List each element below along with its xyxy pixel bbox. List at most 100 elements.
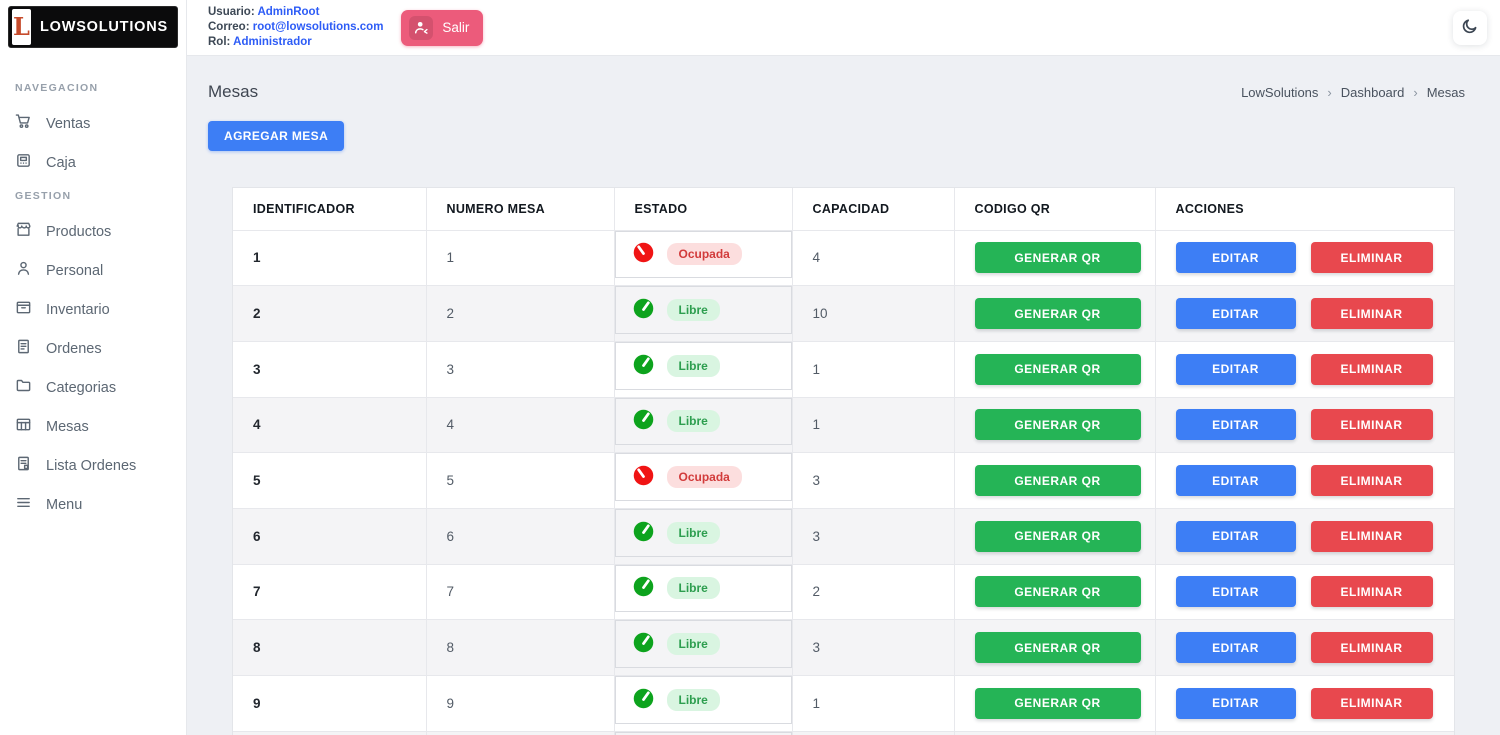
actions-cell: EDITAR ELIMINAR: [1175, 298, 1455, 330]
eliminar-button[interactable]: ELIMINAR: [1310, 298, 1433, 330]
user-info: Usuario: AdminRoot Correo: root@lowsolut…: [208, 5, 383, 50]
table-row: 3 3 Libre 1 GENERAR QR EDITAR ELIMINAR: [233, 340, 1454, 398]
brand-logo[interactable]: L LOWSOLUTIONS: [8, 6, 178, 48]
estado-badge: Libre: [666, 688, 720, 711]
sidebar-item-mesas[interactable]: Mesas: [0, 407, 186, 446]
eliminar-button[interactable]: ELIMINAR: [1310, 687, 1433, 719]
eliminar-button[interactable]: ELIMINAR: [1310, 576, 1433, 608]
eliminar-button[interactable]: ELIMINAR: [1310, 520, 1433, 552]
sidebar-item-lista-ordenes[interactable]: Lista Ordenes: [0, 446, 186, 485]
estado-clock-icon: [633, 298, 654, 322]
actions-cell: EDITAR ELIMINAR: [1175, 242, 1455, 274]
dark-mode-toggle[interactable]: [1453, 10, 1487, 45]
add-mesa-button[interactable]: AGREGAR MESA: [208, 121, 345, 151]
cell-estado: Ocupada: [613, 229, 793, 287]
store-icon: [15, 221, 32, 242]
cell-numero-mesa: 1: [425, 229, 615, 287]
generar-qr-button[interactable]: GENERAR QR: [974, 576, 1141, 608]
breadcrumb-item-lowsolutions[interactable]: LowSolutions: [1241, 84, 1319, 100]
generar-qr-button[interactable]: GENERAR QR: [974, 520, 1141, 552]
sidebar-item-label: Caja: [46, 154, 76, 171]
generar-qr-button[interactable]: GENERAR QR: [974, 242, 1141, 274]
editar-button[interactable]: EDITAR: [1175, 353, 1296, 385]
estado-box: Libre: [614, 397, 792, 446]
cell-capacidad: 1: [791, 396, 955, 454]
generar-qr-button[interactable]: GENERAR QR: [974, 465, 1141, 497]
sidebar-item-ordenes[interactable]: Ordenes: [0, 329, 186, 368]
editar-button[interactable]: EDITAR: [1175, 520, 1296, 552]
user-email-link[interactable]: root@lowsolutions.com: [252, 21, 384, 33]
cell-acciones: EDITAR ELIMINAR: [1154, 452, 1454, 509]
editar-button[interactable]: EDITAR: [1175, 632, 1296, 664]
sidebar-item-menu[interactable]: Menu: [0, 485, 186, 524]
generar-qr-button[interactable]: GENERAR QR: [974, 632, 1141, 664]
table-row: 4 4 Libre 1 GENERAR QR EDITAR ELIMINAR: [233, 396, 1454, 454]
editar-button[interactable]: EDITAR: [1175, 576, 1296, 608]
table-row: 8 8 Libre 3 GENERAR QR EDITAR ELIMINAR: [233, 619, 1454, 676]
sidebar-item-inventario[interactable]: Inventario: [0, 290, 186, 329]
breadcrumb-item-mesas[interactable]: Mesas: [1426, 84, 1465, 100]
cell-capacidad: 3: [791, 452, 955, 509]
sidebar-item-personal[interactable]: Personal: [0, 251, 186, 290]
column-header-codigo-qr: CODIGO QR: [953, 188, 1156, 231]
user-info-rol: Rol: Administrador: [208, 36, 312, 48]
editar-button[interactable]: EDITAR: [1175, 298, 1296, 330]
eliminar-button[interactable]: ELIMINAR: [1310, 409, 1433, 441]
generar-qr-button[interactable]: GENERAR QR: [974, 409, 1141, 441]
user-role-link[interactable]: Administrador: [233, 36, 312, 48]
mesas-table-container: IDENTIFICADOR NUMERO MESA ESTADO CAPACIDAD C…: [232, 187, 1455, 735]
eliminar-button[interactable]: ELIMINAR: [1310, 632, 1433, 664]
person-icon: [15, 260, 32, 281]
generar-qr-button[interactable]: GENERAR QR: [974, 298, 1141, 330]
sidebar-item-label: Ordenes: [46, 340, 102, 357]
sidebar-item-productos[interactable]: Productos: [0, 212, 186, 251]
sidebar-item-ventas[interactable]: Ventas: [0, 104, 186, 143]
cell-identificador: 1: [233, 229, 427, 287]
cell-identificador: 7: [233, 563, 427, 621]
cell-numero-mesa: 2: [425, 285, 615, 342]
cell-estado: Libre: [613, 396, 793, 454]
cell-capacidad: 10: [791, 285, 955, 342]
sidebar-item-categorias[interactable]: Categorias: [0, 368, 186, 407]
user-name-link[interactable]: AdminRoot: [257, 6, 320, 18]
generar-qr-button[interactable]: GENERAR QR: [974, 353, 1141, 385]
cell-acciones: EDITAR ELIMINAR: [1154, 507, 1454, 565]
estado-badge: Ocupada: [666, 466, 742, 489]
estado-badge: Libre: [666, 410, 720, 433]
breadcrumb-item-dashboard[interactable]: Dashboard: [1340, 84, 1405, 100]
cell-acciones: EDITAR ELIMINAR: [1154, 229, 1455, 287]
cell-codigo-qr: GENERAR QR: [953, 563, 1156, 621]
content-area: Mesas LowSolutions › Dashboard › Mesas AGREG…: [187, 56, 1500, 735]
editar-button[interactable]: EDITAR: [1175, 242, 1296, 274]
table-header-row: IDENTIFICADOR NUMERO MESA ESTADO CAPACIDAD C…: [233, 188, 1454, 231]
cell-capacidad: 2: [791, 563, 955, 621]
editar-button[interactable]: EDITAR: [1175, 687, 1296, 719]
generar-qr-button[interactable]: GENERAR QR: [974, 687, 1141, 719]
breadcrumb-separator-icon: ›: [1327, 84, 1332, 100]
table-icon: [15, 416, 32, 437]
editar-button[interactable]: EDITAR: [1175, 465, 1296, 497]
logout-button[interactable]: Salir: [401, 9, 484, 46]
estado-box: Libre: [614, 341, 792, 390]
sidebar-item-caja[interactable]: Caja: [0, 143, 186, 182]
eliminar-button[interactable]: ELIMINAR: [1310, 353, 1433, 385]
cell-identificador: 9: [233, 675, 427, 732]
estado-badge: Libre: [666, 577, 720, 600]
user-info-usuario: Usuario: AdminRoot: [208, 6, 320, 18]
eliminar-button[interactable]: ELIMINAR: [1310, 465, 1433, 497]
cell-identificador: 8: [233, 619, 427, 676]
table-row: 5 5 Ocupada 3 GENERAR QR EDITAR ELIMINAR: [233, 452, 1454, 509]
table-row: 7 7 Libre 2 GENERAR QR EDITAR ELIMINAR: [233, 563, 1455, 621]
table-row: 6 6 Libre 3 GENERAR QR EDITAR ELIMINAR: [233, 507, 1454, 565]
editar-button[interactable]: EDITAR: [1175, 409, 1296, 441]
actions-cell: EDITAR ELIMINAR: [1175, 576, 1455, 608]
table-body: 1 1 Ocupada 4 GENERAR QR EDITAR ELIMINAR…: [233, 229, 1455, 735]
cell-identificador: 3: [233, 340, 427, 398]
cell-capacidad: 4: [791, 229, 955, 287]
estado-box: [614, 731, 792, 735]
cell-identificador: 6: [233, 507, 427, 565]
cell-numero-mesa: [425, 730, 615, 735]
estado-clock-icon: [633, 354, 654, 378]
folder-icon: [15, 377, 32, 398]
eliminar-button[interactable]: ELIMINAR: [1310, 242, 1433, 274]
